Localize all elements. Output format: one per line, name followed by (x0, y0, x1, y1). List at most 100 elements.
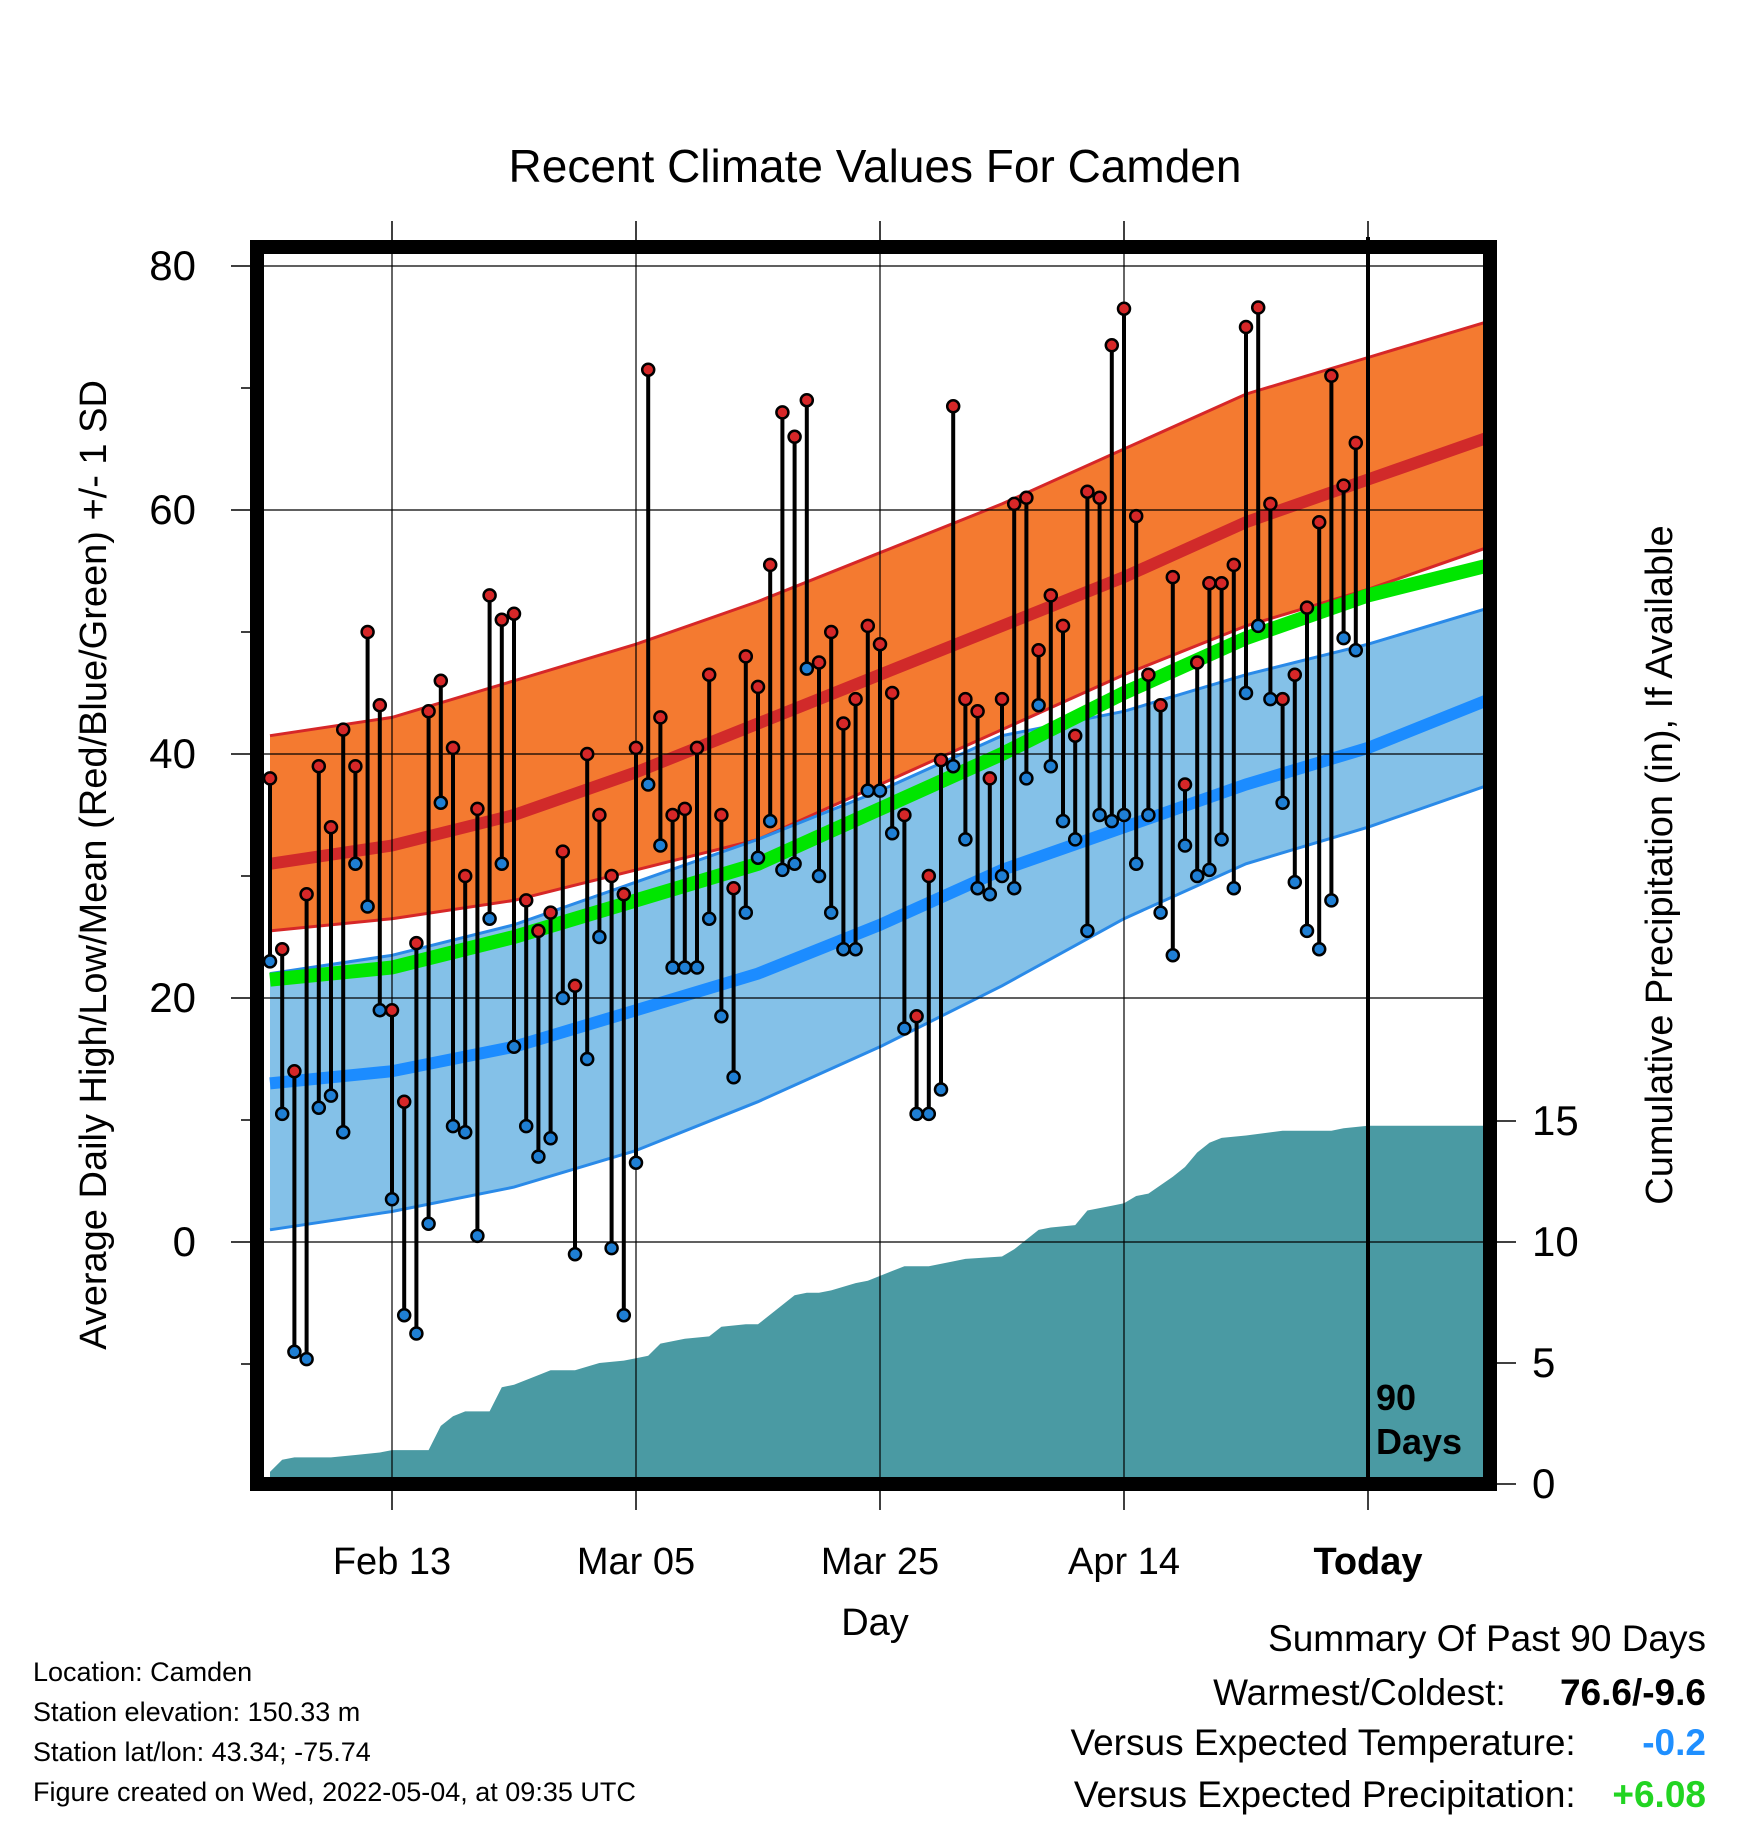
high-point (1104, 338, 1120, 353)
high-point (1324, 368, 1339, 384)
low-point (1104, 813, 1120, 829)
high-point (982, 771, 998, 786)
summary-precipitation: Versus Expected Precipitation: +6.08 (1074, 1774, 1706, 1816)
high-point (506, 606, 522, 621)
high-point (384, 1002, 400, 1018)
low-point (1043, 758, 1059, 774)
high-point (1250, 300, 1266, 315)
high-point (457, 868, 473, 884)
low-point (1165, 948, 1181, 963)
high-point (1055, 618, 1071, 634)
low-point (1189, 868, 1205, 884)
high-point (1177, 777, 1193, 792)
high-point (677, 801, 693, 817)
high-point (409, 935, 424, 951)
high-point (836, 716, 851, 731)
high-point (445, 740, 461, 756)
low-point (1275, 795, 1290, 811)
low-point (1153, 905, 1168, 920)
precip-label: Versus Expected Precipitation: (1073, 1774, 1576, 1815)
low-point (1226, 880, 1242, 896)
low-point (762, 813, 778, 829)
low-point (323, 1088, 339, 1103)
high-point (689, 740, 705, 756)
high-point (799, 392, 815, 408)
high-point (1226, 557, 1242, 573)
high-point (1202, 575, 1217, 591)
elevation-text: Station elevation: 150.33 m (33, 1697, 361, 1727)
low-point (677, 960, 693, 975)
low-point (1263, 691, 1278, 707)
low-point (1092, 807, 1107, 823)
high-point (470, 801, 485, 817)
high-point (274, 941, 290, 957)
low-point (506, 1039, 522, 1055)
low-point (823, 905, 839, 920)
high-point (1336, 478, 1351, 493)
low-point (1019, 771, 1034, 786)
low-point (1287, 874, 1303, 890)
high-point (555, 844, 571, 859)
high-point (1311, 514, 1327, 530)
low-point (701, 911, 717, 926)
y-tick-label: 0 (173, 1218, 196, 1265)
high-point (494, 612, 510, 628)
low-point (897, 1021, 912, 1036)
low-point (1324, 893, 1339, 908)
high-point (860, 618, 876, 634)
low-point (1128, 856, 1144, 872)
x-tick-label: Mar 25 (821, 1541, 939, 1583)
low-point (409, 1326, 424, 1341)
low-point (1214, 832, 1229, 847)
low-point (799, 661, 815, 676)
high-point (994, 691, 1010, 707)
low-point (372, 1002, 388, 1018)
y2-tick-label: 5 (1532, 1339, 1555, 1386)
high-point (653, 710, 668, 725)
high-point (1238, 319, 1254, 335)
low-point (531, 1149, 546, 1164)
low-point (262, 954, 278, 969)
low-point (433, 795, 449, 811)
low-point (958, 832, 973, 847)
high-point (482, 588, 497, 603)
high-point (518, 893, 534, 908)
low-point (787, 856, 802, 872)
high-point (592, 807, 607, 823)
plot-area: 90 Days 0 20 40 60 80 0 5 10 15 Feb 13 Mar 05 Mar 25 A… (149, 221, 1579, 1583)
high-point (1275, 691, 1290, 707)
high-point (1080, 484, 1095, 499)
high-point (970, 704, 985, 719)
high-point (348, 758, 363, 774)
y2-tick-label: 0 (1532, 1460, 1555, 1507)
high-point (372, 697, 388, 713)
y-tick-label: 20 (149, 974, 196, 1021)
low-point (726, 1070, 741, 1085)
high-point (323, 819, 339, 835)
high-point (335, 722, 351, 737)
low-point (1141, 807, 1156, 823)
high-point (1165, 569, 1181, 585)
chart-title: Recent Climate Values For Camden (509, 140, 1242, 192)
high-point (1287, 667, 1303, 682)
low-point (994, 868, 1010, 884)
high-point (1019, 490, 1034, 506)
high-point (396, 1094, 412, 1109)
y-tick-label: 60 (149, 486, 196, 533)
x-tick-label: Feb 13 (333, 1541, 451, 1583)
low-point (921, 1106, 937, 1122)
warmest-value: 76.6/-9.6 (1559, 1672, 1706, 1713)
high-point (1153, 697, 1168, 713)
high-point (262, 771, 278, 786)
high-point (543, 905, 558, 920)
low-point (287, 1344, 302, 1360)
plot-frame (250, 240, 1497, 1491)
high-point (299, 887, 314, 902)
high-point (775, 405, 790, 420)
latlon-text: Station lat/lon: 43.34; -75.74 (33, 1737, 371, 1767)
footer-info: Location: Camden Station elevation: 150.… (33, 1652, 636, 1812)
high-point (958, 691, 973, 707)
high-point (701, 667, 717, 682)
high-point (1189, 655, 1205, 670)
y2-axis-label: Cumulative Precipitation (in), If Availa… (1639, 525, 1681, 1204)
